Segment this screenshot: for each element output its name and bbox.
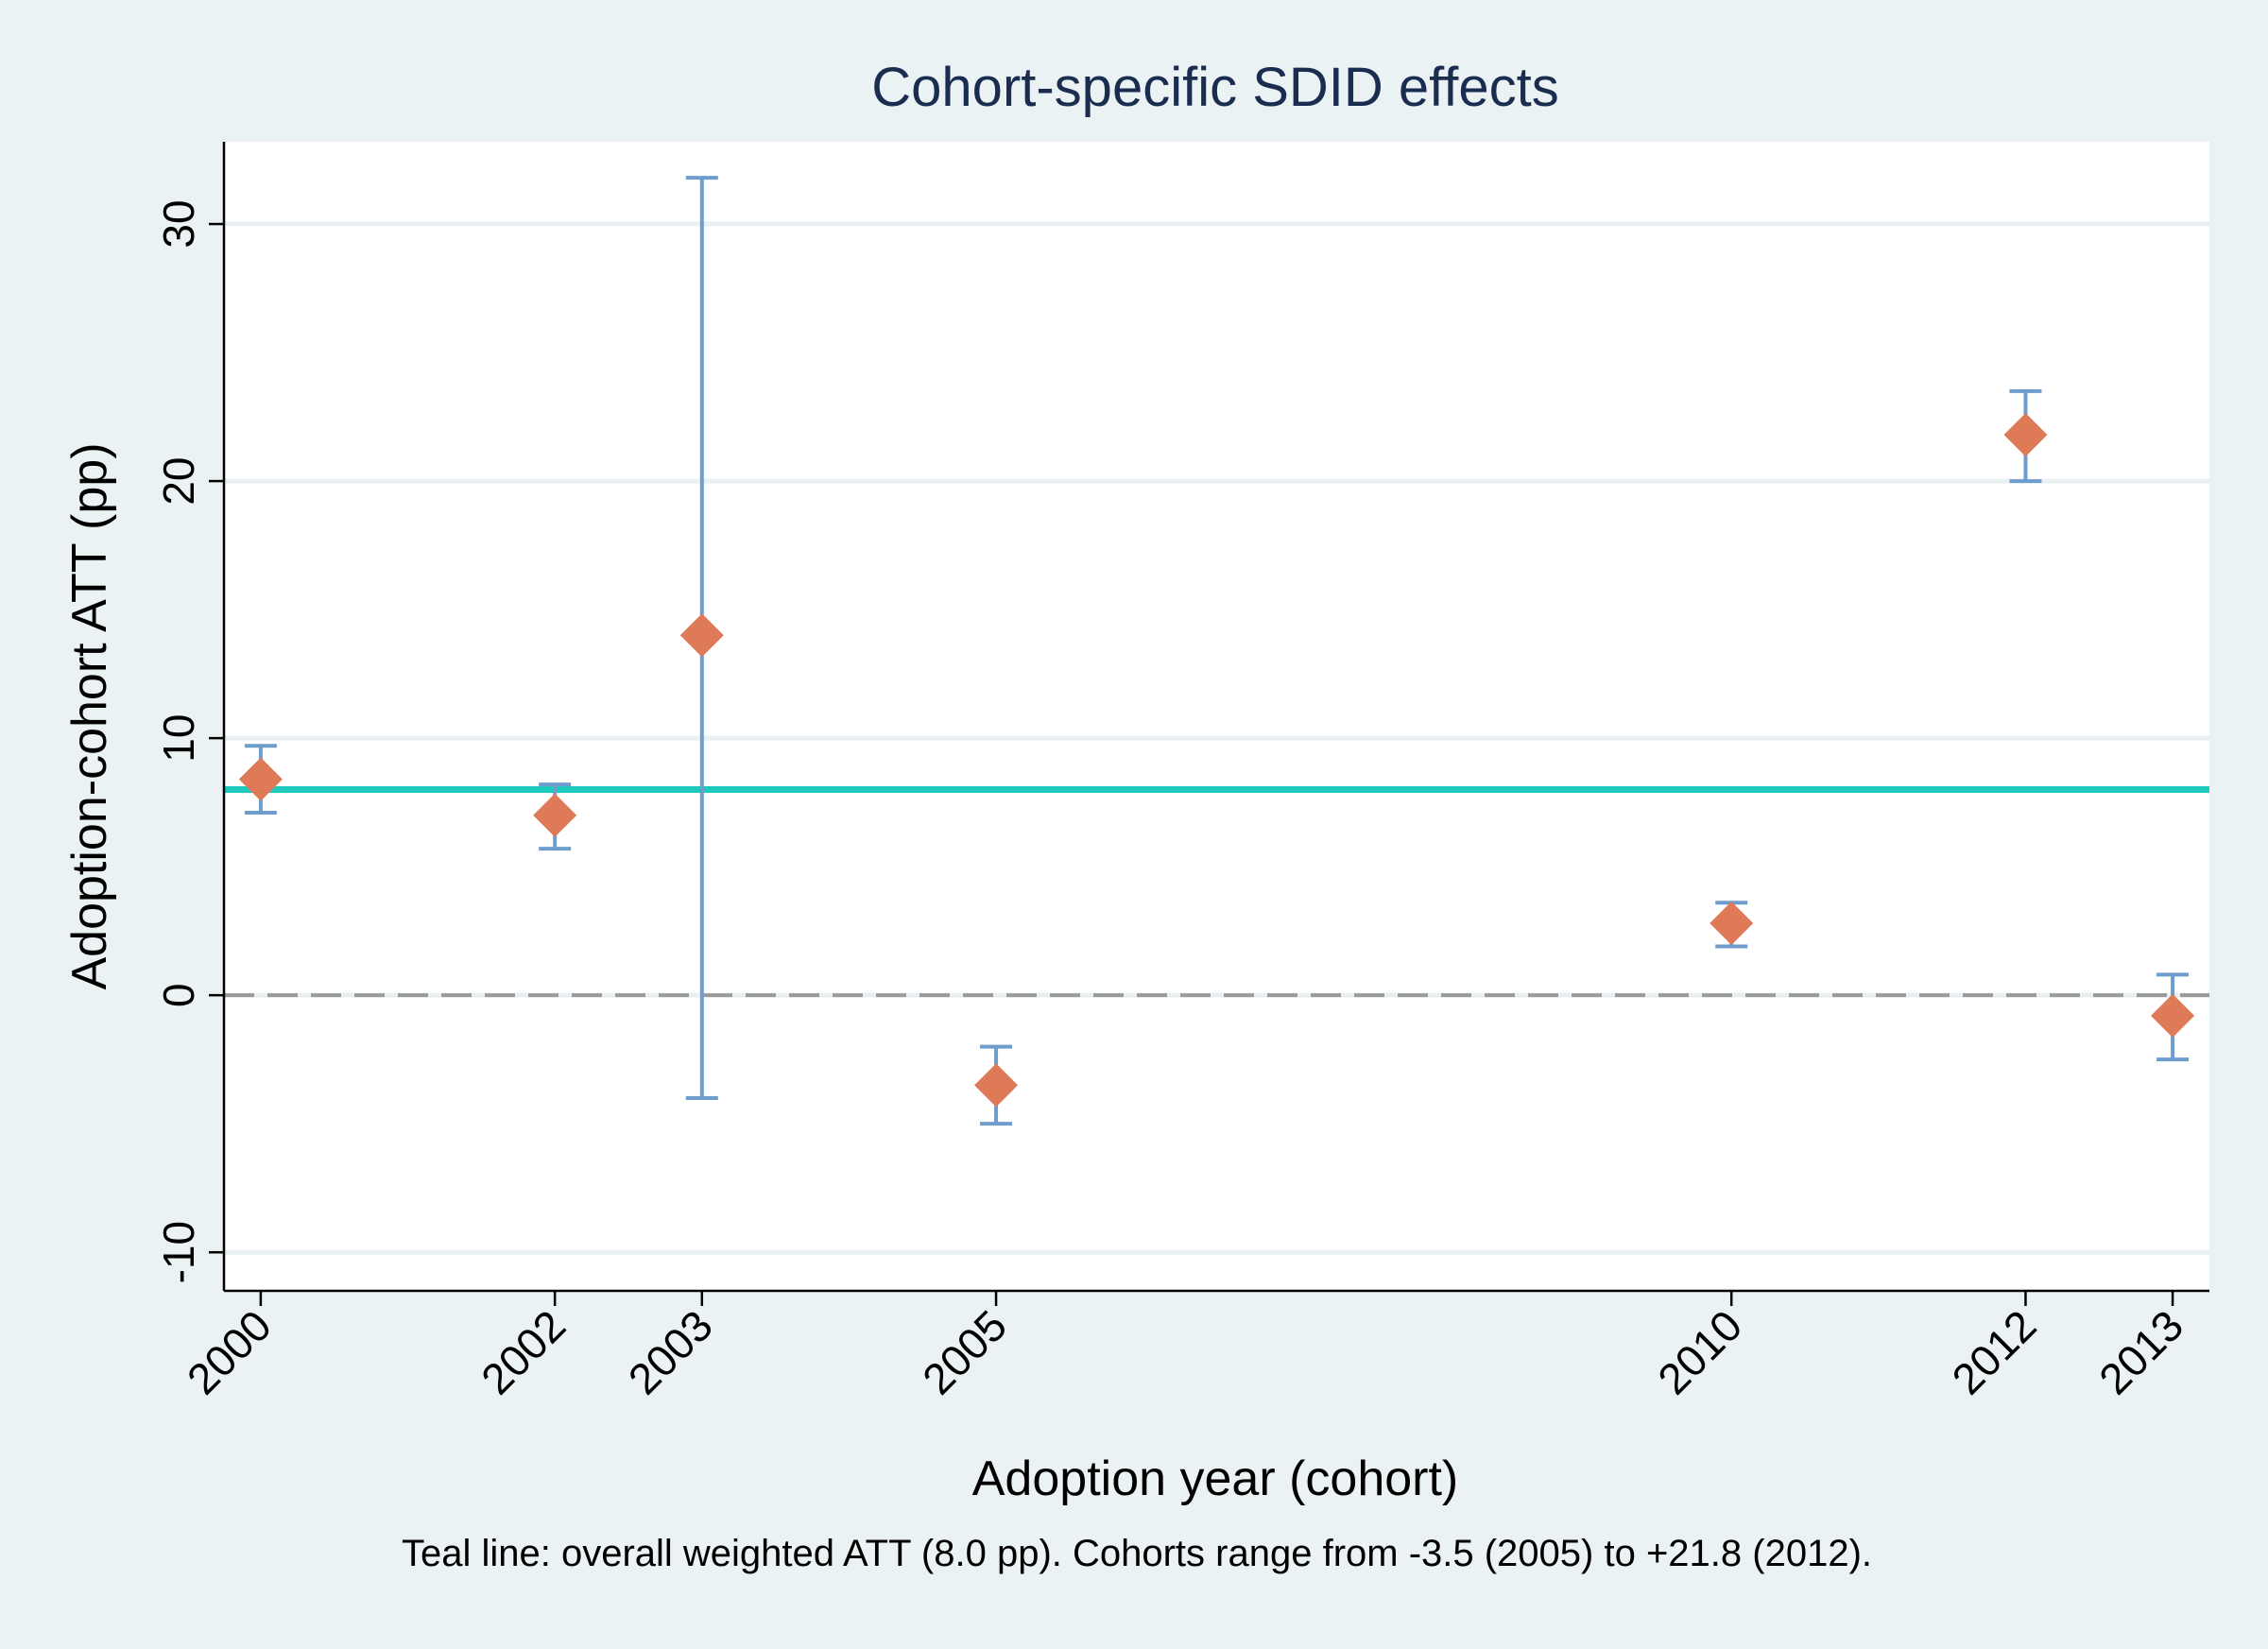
y-tick-label: 20 bbox=[154, 457, 203, 506]
point-marker-2003 bbox=[679, 613, 724, 658]
y-ticks: -10 0 10 20 30 bbox=[154, 199, 224, 1283]
point-marker-2010 bbox=[1710, 901, 1754, 945]
point-marker-2000 bbox=[238, 757, 283, 801]
y-tick-label: 10 bbox=[154, 714, 203, 763]
chart-note: Teal line: overall weighted ATT (8.0 pp)… bbox=[402, 1533, 1872, 1574]
y-axis-title: Adoption-cohort ATT (pp) bbox=[62, 442, 117, 989]
y-tick-label: -10 bbox=[154, 1221, 203, 1283]
plot-area bbox=[224, 142, 2209, 1291]
point-marker-2005 bbox=[974, 1063, 1019, 1108]
point-marker-2013 bbox=[2151, 993, 2195, 1038]
y-tick-label: 30 bbox=[154, 199, 203, 248]
point-marker-2002 bbox=[533, 793, 577, 837]
y-tick-label: 0 bbox=[154, 983, 203, 1007]
chart-title: Cohort-specific SDID effects bbox=[871, 57, 1558, 118]
point-marker-2012 bbox=[2003, 413, 2048, 457]
x-axis-title: Adoption year (cohort) bbox=[972, 1451, 1459, 1506]
point-markers bbox=[238, 413, 2195, 1108]
